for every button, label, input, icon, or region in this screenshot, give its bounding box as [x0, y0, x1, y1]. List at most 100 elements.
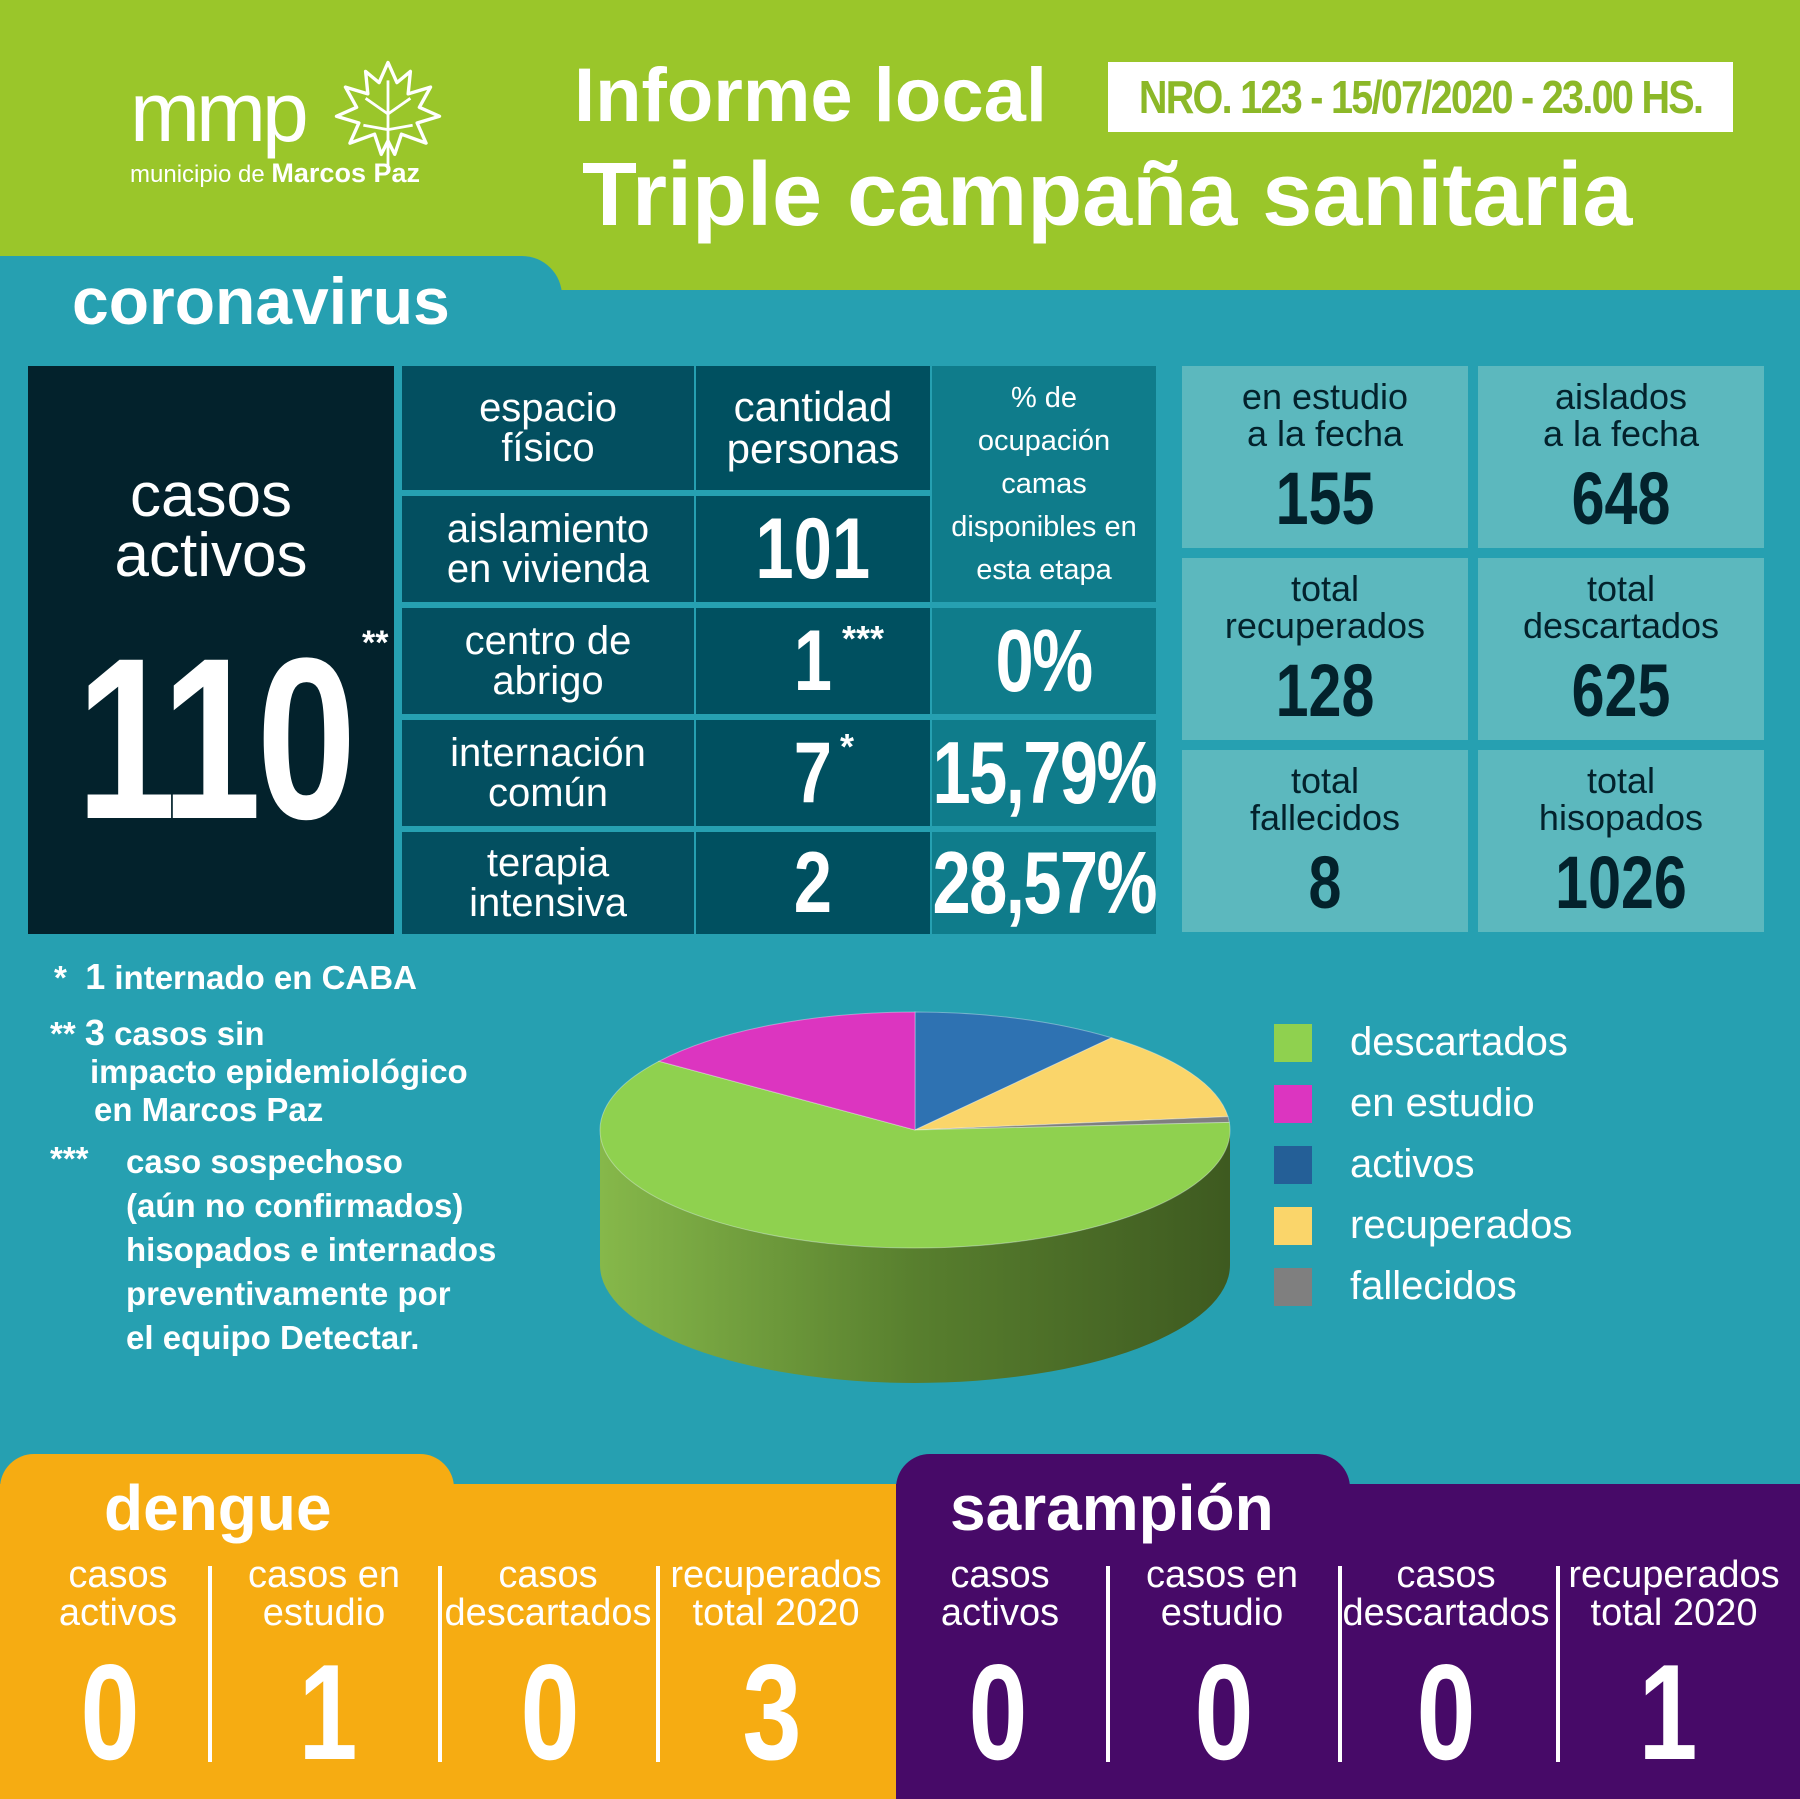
row-occupancy-internacion: 15,79% [932, 720, 1157, 826]
footnote-1: * 1 internado en CABA [54, 958, 417, 997]
row-count-internacion: 7 [696, 720, 930, 826]
row-occupancy-centro-abrigo: 0% [932, 608, 1156, 714]
row-label-line2: en vivienda [446, 547, 650, 591]
dengue-label-descartados: casos descartados [438, 1556, 658, 1632]
footnote-1-marker: * [54, 959, 67, 996]
label-line1: recuperados [1568, 1554, 1780, 1596]
label-line1: casos [498, 1554, 598, 1596]
label-line2: estudio [1160, 1592, 1284, 1634]
legend-swatch-en-estudio [1274, 1085, 1312, 1123]
label-line2: total 2020 [1590, 1592, 1758, 1634]
dengue-value-estudio: 1 [298, 1636, 358, 1788]
row-label-line1: centro de [464, 619, 632, 663]
label-line2: activos [940, 1592, 1060, 1634]
sarampion-value-activos: 0 [968, 1636, 1028, 1788]
row-label-terapia: terapia intensiva [402, 832, 694, 934]
pie-top [599, 1011, 1231, 1249]
stat-value: 648 [1571, 457, 1671, 540]
sarampion-divider [1338, 1566, 1342, 1762]
legend-label-fallecidos: fallecidos [1350, 1264, 1517, 1308]
sarampion-label-activos: casos activos [890, 1556, 1110, 1632]
dengue-value-activos: 0 [80, 1636, 140, 1788]
legend-swatch-descartados [1274, 1024, 1312, 1062]
campaign-title: Triple campaña sanitaria [582, 145, 1633, 245]
label-line2: estudio [262, 1592, 386, 1634]
label-line1: casos en [247, 1554, 401, 1596]
pie-slice-recuperados [914, 1037, 1229, 1131]
stat-fallecidos: total fallecidos 8 [1182, 750, 1468, 932]
stat-label-line1: total [1290, 568, 1360, 609]
stat-hisopados: total hisopados 1026 [1478, 750, 1764, 932]
stat-label-line2: recuperados [1224, 605, 1426, 646]
dengue-label-activos: casos activos [8, 1556, 228, 1632]
dengue-label-recuperados: recuperados total 2020 [666, 1556, 886, 1632]
legend-label-descartados: descartados [1350, 1020, 1568, 1064]
legend-swatch-fallecidos [1274, 1268, 1312, 1306]
label-line1: casos en [1145, 1554, 1299, 1596]
stat-value: 128 [1275, 649, 1375, 732]
legend-label-en-estudio: en estudio [1350, 1081, 1535, 1125]
dengue-divider [656, 1566, 660, 1762]
row-count-value: 7 [793, 724, 833, 821]
header-ocupacion-line4: disponibles en [951, 510, 1137, 543]
header-espacio-line2: físico [501, 426, 595, 470]
header-ocupacion-line1: % de [1010, 381, 1078, 414]
active-cases-label: casos activos [28, 465, 394, 590]
stat-label-line1: total [1586, 760, 1656, 801]
stat-label-line1: aislados [1554, 376, 1688, 417]
label-line1: recuperados [670, 1554, 882, 1596]
header-bar [0, 0, 1800, 290]
row-label-line2: abrigo [492, 659, 604, 703]
label-line2: descartados [1342, 1592, 1550, 1634]
pie-side [600, 1130, 1230, 1383]
row-count-aislamiento: 101 [696, 496, 930, 602]
leaf-logo-icon [334, 60, 442, 168]
footnote-3-line4: preventivamente por [126, 1275, 451, 1312]
dengue-label-estudio: casos en estudio [214, 1556, 434, 1632]
footnote-2-line1: casos sin [114, 1015, 265, 1052]
footnote-3-marker: *** [50, 1140, 89, 1177]
row-label-aislamiento: aislamiento en vivienda [402, 496, 694, 602]
stat-descartados: total descartados 625 [1478, 558, 1764, 740]
sarampion-label-estudio: casos en estudio [1112, 1556, 1332, 1632]
logo-subtitle: municipio de Marcos Paz [130, 158, 420, 189]
sarampion-panel [896, 1484, 1800, 1799]
header-ocupacion-line2: ocupación [977, 424, 1111, 457]
sarampion-label-descartados: casos descartados [1336, 1556, 1556, 1632]
stat-label-line2: fallecidos [1249, 797, 1401, 838]
footnote-3-line1: caso sospechoso [126, 1143, 403, 1180]
header-cantidad-line1: cantidad [733, 383, 893, 430]
header-espacio-line1: espacio [479, 386, 617, 430]
dengue-divider [208, 1566, 212, 1762]
footnote-2-number: 3 [84, 1012, 105, 1053]
pie-slice-fallecidos [914, 1116, 1230, 1131]
row-count-value: 1 [793, 612, 833, 709]
header-cantidad-personas: cantidad personas [696, 366, 930, 490]
pie-slice-en-estudio [657, 1011, 916, 1131]
legend-swatch-recuperados [1274, 1207, 1312, 1245]
row-count-terapia: 2 [696, 832, 930, 934]
sarampion-value-recuperados: 1 [1638, 1636, 1698, 1788]
report-id-badge: NRO. 123 - 15/07/2020 - 23.00 HS. [1108, 62, 1733, 132]
active-cases-panel: casos activos 110 ** [28, 366, 394, 934]
row-count-centro-abrigo: 1 [696, 608, 930, 714]
header-ocupacion: % de ocupación camas disponibles en esta… [932, 366, 1156, 602]
row-label-line1: aislamiento [446, 507, 650, 551]
sarampion-value-estudio: 0 [1194, 1636, 1254, 1788]
header-ocupacion-line3: camas [1001, 467, 1087, 500]
pie-side-wall [600, 1130, 1230, 1383]
label-line2: total 2020 [692, 1592, 860, 1634]
legend-label-recuperados: recuperados [1350, 1203, 1573, 1247]
stat-aislados: aislados a la fecha 648 [1478, 366, 1764, 548]
row-marker-internacion: * [840, 726, 855, 767]
dengue-value-descartados: 0 [520, 1636, 580, 1788]
row-label-internacion: internación común [402, 720, 694, 826]
sarampion-value-descartados: 0 [1416, 1636, 1476, 1788]
row-occupancy-value: 15,79% [932, 723, 1157, 822]
active-cases-label-line2: activos [114, 521, 308, 590]
legend-label-activos: activos [1350, 1142, 1475, 1186]
stat-label-line1: en estudio [1241, 376, 1409, 417]
stat-label-line1: total [1290, 760, 1360, 801]
row-occupancy-value: 28,57% [932, 833, 1157, 932]
